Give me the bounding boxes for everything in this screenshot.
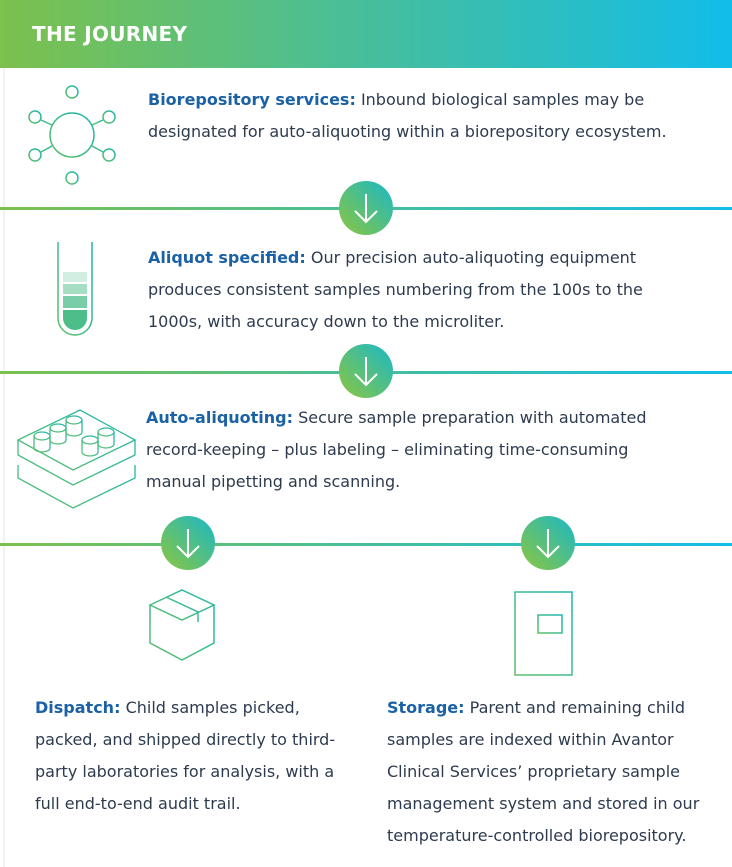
arrow-circle <box>339 344 393 398</box>
step-text: Aliquot specified: Our precision auto-al… <box>148 242 688 338</box>
arrow-circles <box>161 181 575 570</box>
branch-body: Child samples picked, packed, and shippe… <box>35 698 336 813</box>
step-body: Our precision auto-aliquoting equipment … <box>148 248 643 331</box>
tube-icon <box>53 241 97 336</box>
step-body: Secure sample preparation with automated… <box>146 408 647 491</box>
step-body: Inbound biological samples may be design… <box>148 90 667 141</box>
header-title: THE JOURNEY <box>32 22 188 46</box>
freezer-icon <box>514 591 573 676</box>
branch-title: Storage: <box>387 698 465 717</box>
arrow-circle <box>161 516 215 570</box>
branch-text: Dispatch: Child samples picked, packed, … <box>35 692 355 820</box>
header-bar <box>0 0 732 68</box>
step-text: Biorepository services: Inbound biologic… <box>148 84 718 148</box>
step-title: Aliquot specified: <box>148 248 306 267</box>
step-title: Auto-aliquoting: <box>146 408 294 427</box>
divider <box>0 543 732 546</box>
rack-icon <box>16 392 137 509</box>
arrow-circle <box>339 181 393 235</box>
step-text: Auto-aliquoting: Secure sample preparati… <box>146 402 691 498</box>
arrow-circle <box>521 516 575 570</box>
branch-title: Dispatch: <box>35 698 121 717</box>
branch-text: Storage: Parent and remaining child samp… <box>387 692 722 852</box>
box-icon <box>148 589 216 661</box>
branch-body: Parent and remaining child samples are i… <box>387 698 700 845</box>
step-title: Biorepository services: <box>148 90 356 109</box>
network-icon <box>28 85 116 185</box>
